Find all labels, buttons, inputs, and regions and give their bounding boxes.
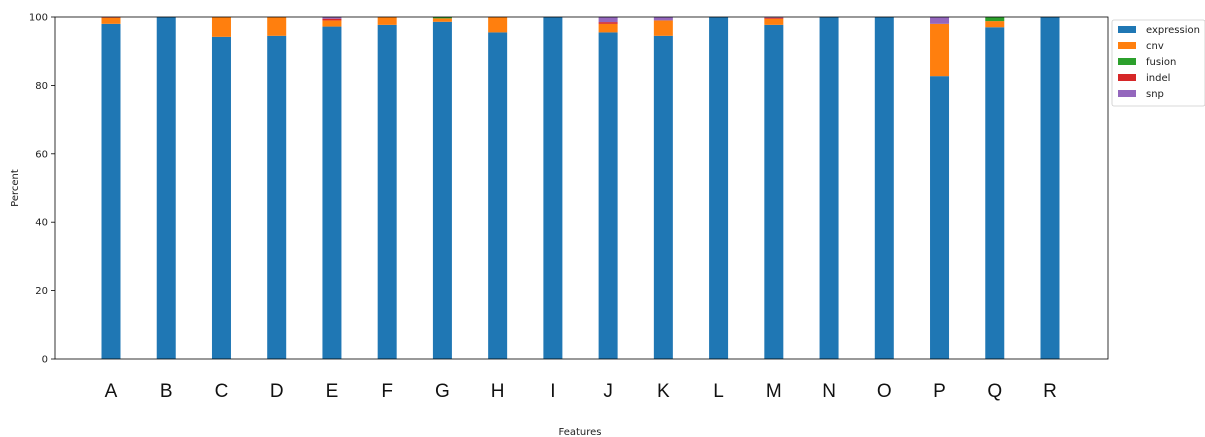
legend: expression cnv fusion indel snp bbox=[1111, 19, 1205, 107]
bar-expression-F bbox=[377, 24, 397, 360]
x-tick-label: O bbox=[877, 381, 892, 402]
x-tick-label: E bbox=[326, 381, 339, 402]
bar-snp-E bbox=[322, 17, 342, 19]
bar-snp-K bbox=[653, 17, 673, 21]
y-axis-label: Percent bbox=[10, 169, 21, 207]
bar-expression-O bbox=[874, 17, 894, 359]
bar-cnv-A bbox=[101, 17, 121, 24]
legend-swatch-indel bbox=[1118, 74, 1136, 81]
plot-frame bbox=[54, 16, 1109, 360]
y-tick-label: 40 bbox=[35, 218, 48, 229]
x-axis-label: Features bbox=[559, 427, 602, 437]
bar-cnv-K bbox=[653, 20, 673, 36]
y-tick-label: 100 bbox=[29, 13, 48, 24]
y-tick-label: 80 bbox=[35, 81, 48, 92]
bar-expression-L bbox=[709, 17, 729, 359]
bar-indel-J bbox=[598, 22, 618, 24]
x-tick-label: D bbox=[270, 381, 284, 402]
bar-cnv-P bbox=[930, 23, 950, 77]
x-tick-label: Q bbox=[987, 381, 1002, 402]
legend-swatch-fusion bbox=[1118, 58, 1136, 65]
legend-swatch-snp bbox=[1118, 90, 1136, 97]
x-tick-label: J bbox=[603, 381, 613, 402]
bar-expression-H bbox=[488, 32, 508, 359]
bar-expression-D bbox=[267, 35, 287, 360]
bar-fusion-G bbox=[432, 17, 452, 19]
bars-layer bbox=[101, 17, 1060, 360]
x-tick-label: L bbox=[713, 381, 724, 402]
bar-expression-B bbox=[156, 17, 176, 359]
x-tick-label: M bbox=[766, 381, 782, 402]
bar-cnv-H bbox=[488, 17, 508, 33]
x-tick-label: P bbox=[933, 381, 946, 402]
legend-box bbox=[1111, 19, 1205, 107]
bar-expression-Q bbox=[985, 27, 1005, 359]
bar-snp-J bbox=[598, 17, 618, 23]
bar-expression-E bbox=[322, 26, 342, 360]
legend-swatch-expression bbox=[1118, 26, 1136, 33]
legend-label-expression: expression bbox=[1146, 25, 1200, 36]
legend-label-cnv: cnv bbox=[1146, 41, 1164, 52]
bar-fusion-Q bbox=[985, 17, 1005, 22]
x-tick-label: H bbox=[491, 381, 505, 402]
legend-label-fusion: fusion bbox=[1146, 57, 1176, 68]
x-axis: A B C D E F G H I J K L M N O P Q R bbox=[105, 381, 1057, 402]
bar-cnv-E bbox=[322, 20, 342, 27]
bar-cnv-G bbox=[432, 18, 452, 22]
legend-label-snp: snp bbox=[1146, 89, 1164, 100]
bar-cnv-Q bbox=[985, 21, 1005, 28]
legend-label-indel: indel bbox=[1146, 73, 1170, 84]
y-tick-label: 60 bbox=[35, 149, 48, 160]
x-tick-label: R bbox=[1043, 381, 1057, 402]
x-tick-label: I bbox=[550, 381, 555, 402]
bar-expression-G bbox=[432, 21, 452, 360]
y-tick-label: 20 bbox=[35, 286, 48, 297]
bar-expression-A bbox=[101, 23, 121, 360]
bar-indel-M bbox=[764, 17, 784, 19]
x-tick-label: F bbox=[381, 381, 393, 402]
legend-swatch-cnv bbox=[1118, 42, 1136, 49]
bar-expression-N bbox=[819, 17, 839, 359]
bar-indel-E bbox=[322, 18, 342, 21]
x-tick-label: A bbox=[105, 381, 118, 402]
x-tick-label: K bbox=[657, 381, 670, 402]
bar-cnv-J bbox=[598, 23, 618, 33]
bar-expression-M bbox=[764, 24, 784, 360]
bar-snp-P bbox=[930, 17, 950, 24]
x-tick-label: C bbox=[215, 381, 229, 402]
y-axis: 0 20 40 60 80 100 bbox=[29, 13, 55, 366]
x-tick-label: N bbox=[822, 381, 836, 402]
y-tick-label: 0 bbox=[42, 355, 48, 366]
bar-cnv-F bbox=[377, 17, 397, 25]
bar-expression-I bbox=[543, 17, 563, 359]
x-tick-label: B bbox=[160, 381, 173, 402]
bar-cnv-C bbox=[211, 17, 231, 37]
bar-expression-K bbox=[653, 35, 673, 360]
bar-expression-J bbox=[598, 32, 618, 359]
bar-cnv-D bbox=[267, 17, 287, 36]
bar-expression-C bbox=[211, 36, 231, 359]
x-tick-label: G bbox=[435, 381, 450, 402]
bar-cnv-M bbox=[764, 18, 784, 25]
bar-expression-R bbox=[1040, 17, 1060, 359]
bar-expression-P bbox=[930, 76, 950, 359]
